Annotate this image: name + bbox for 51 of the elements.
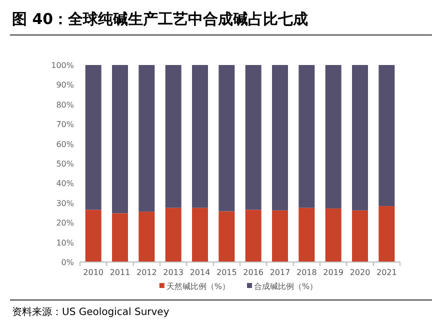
bar [85,210,102,262]
x-tick-label: 2010 [83,268,104,277]
bar [272,210,288,262]
legend-label: 合成碱比例（%） [254,282,318,291]
y-tick-label: 90% [56,80,74,90]
y-tick-label: 50% [56,160,74,168]
x-tick-label: 2011 [110,268,130,277]
text: 资料来源：US Geological Survey [12,306,170,318]
bar [138,65,155,212]
bar [298,65,315,208]
bar [378,206,395,262]
x-tick-label: 2013 [163,268,184,277]
bar [165,65,182,208]
y-tick-label: 70% [56,120,74,130]
bar [165,208,182,262]
y-tick-label: 20% [56,218,74,228]
bar [325,65,342,208]
bar [352,65,368,210]
x-tick-label: 2012 [136,268,157,277]
x-tick-label: 2020 [350,268,370,277]
y-tick-label: 0% [61,258,74,267]
bar [352,210,368,262]
x-tick-label: 2015 [216,268,237,277]
y-tick-label: 10% [56,238,74,248]
bar [192,208,208,262]
bar [245,210,262,262]
chart-title: 图 40：全球纯碱生产工艺中合成碱占比七成 [12,10,308,28]
bar [218,65,235,212]
bar [112,213,128,262]
bar [218,211,235,262]
bar [112,65,128,214]
bar [298,208,315,262]
bar [325,208,342,262]
bar [192,65,208,208]
bar [138,212,155,262]
x-tick-label: 2014 [190,268,210,277]
x-tick-label: 2016 [243,268,264,277]
y-tick-label: 40% [56,179,74,188]
bar [272,65,288,210]
x-tick-label: 2018 [296,268,317,277]
x-tick-label: 2021 [376,268,397,277]
bar [85,65,102,210]
legend-label: 天然碱比例（%） [166,282,230,291]
bar [378,65,395,206]
bar [245,65,262,210]
y-tick-label: 100% [51,61,74,70]
y-tick-label: 60% [56,140,74,149]
x-tick-label: 2017 [270,268,290,277]
x-tick-label: 2019 [323,268,344,277]
y-tick-label: 30% [56,198,74,208]
y-tick-label: 80% [56,100,74,110]
